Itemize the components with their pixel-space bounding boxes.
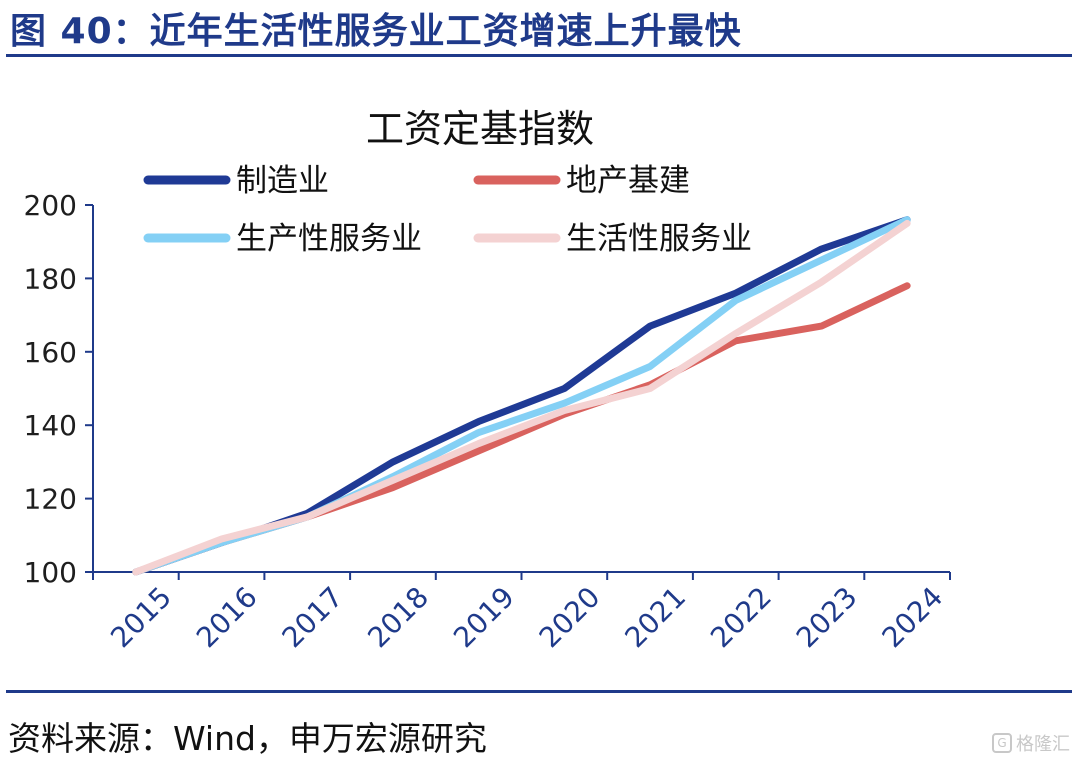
legend-label: 生活性服务业 (566, 221, 752, 257)
series-line-4 (132, 219, 911, 576)
legend-label: 生产性服务业 (236, 221, 422, 257)
y-tick-label: 120 (24, 483, 77, 516)
y-tick-label: 100 (24, 556, 77, 589)
legend-label: 制造业 (236, 163, 329, 199)
chart-series (132, 216, 911, 576)
x-tick-label: 2015 (104, 580, 178, 654)
y-tick-label: 160 (24, 336, 77, 369)
x-tick-label: 2024 (876, 580, 950, 654)
source-note: 资料来源：Wind，申万宏源研究 (8, 719, 487, 758)
x-tick-label: 2019 (447, 580, 521, 654)
figure-title: 图 40：近年生活性服务业工资增速上升最快 (10, 11, 742, 52)
x-tick-label: 2016 (190, 580, 264, 654)
top-divider (6, 54, 1072, 57)
x-tick-label: 2020 (533, 580, 607, 654)
watermark-text: 格隆汇 (1016, 734, 1070, 755)
bottom-divider (6, 690, 1072, 693)
x-tick-label: 2021 (618, 580, 692, 654)
series-line-3 (132, 216, 911, 576)
x-tick-label: 2018 (361, 580, 435, 654)
y-tick-label: 200 (24, 189, 77, 222)
x-tick-label: 2023 (790, 580, 864, 654)
x-tick-label: 2022 (704, 580, 778, 654)
y-tick-label: 140 (24, 409, 77, 442)
y-tick-label: 180 (24, 262, 77, 295)
x-tick-label: 2017 (276, 580, 350, 654)
chart-title: 工资定基指数 (366, 107, 594, 151)
legend-label: 地产基建 (566, 163, 690, 199)
watermark-logo-icon: G (992, 733, 1012, 753)
watermark: G 格隆汇 (992, 730, 1070, 756)
